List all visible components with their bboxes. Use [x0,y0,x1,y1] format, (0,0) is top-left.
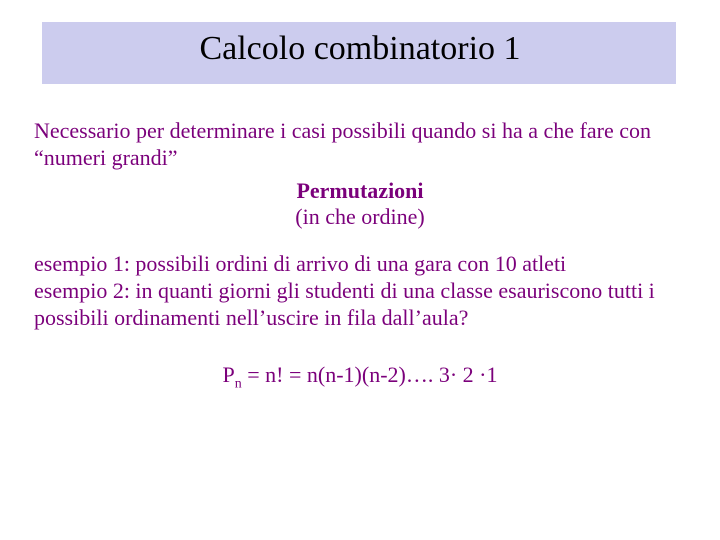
example-1: esempio 1: possibili ordini di arrivo di… [34,251,686,278]
permutazioni-subtitle: (in che ordine) [34,204,686,231]
intro-text: Necessario per determinare i casi possib… [34,118,686,172]
slide-body: Necessario per determinare i casi possib… [34,118,686,392]
formula-rhs: = n! = n(n-1)(n-2)…. 3· 2 ·1 [242,362,498,387]
formula-lhs-sub: n [235,376,242,391]
example-2: esempio 2: in quanti giorni gli studenti… [34,278,686,332]
formula-lhs-base: P [223,362,235,387]
examples-block: esempio 1: possibili ordini di arrivo di… [34,251,686,331]
slide-title: Calcolo combinatorio 1 [0,30,720,68]
permutazioni-block: Permutazioni (in che ordine) [34,178,686,232]
slide: Calcolo combinatorio 1 Necessario per de… [0,0,720,540]
formula: Pn = n! = n(n-1)(n-2)…. 3· 2 ·1 [34,362,686,392]
permutazioni-heading: Permutazioni [34,178,686,205]
